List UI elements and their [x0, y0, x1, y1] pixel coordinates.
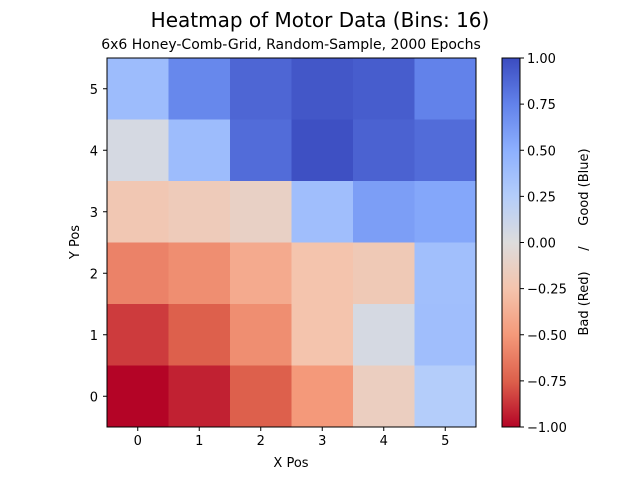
colorbar-tick-label: 0.75	[527, 98, 556, 113]
heatmap-cells	[107, 58, 477, 428]
heatmap-cell	[353, 181, 415, 243]
heatmap-cell	[353, 119, 415, 182]
colorbar-gradient	[501, 57, 521, 428]
y-tick-label: 3	[90, 206, 98, 221]
heatmap-cell	[168, 58, 231, 120]
heatmap-cell	[107, 365, 169, 428]
colorbar-tick-label: 0.50	[527, 144, 556, 159]
heatmap-cell	[414, 181, 477, 243]
heatmap-cell	[230, 181, 292, 243]
x-axis-ticks: 0 1 2 3 4 5	[134, 427, 449, 449]
x-tick-label: 5	[441, 434, 449, 449]
heatmap-cell	[291, 181, 354, 243]
x-tick-label: 4	[380, 434, 388, 449]
heatmap-cell	[291, 304, 354, 366]
y-axis-ticks: 0 1 2 3 4 5	[90, 83, 107, 405]
heatmap-cell	[291, 365, 354, 428]
colorbar-tick-label: 1.00	[527, 52, 556, 67]
heatmap-cell	[291, 242, 354, 305]
heatmap-cell	[107, 119, 169, 182]
x-tick-label: 0	[134, 434, 142, 449]
heatmap-cell	[291, 119, 354, 182]
heatmap-cell	[230, 119, 292, 182]
chart-title: Heatmap of Motor Data (Bins: 16)	[151, 8, 490, 32]
x-tick-label: 3	[318, 434, 326, 449]
heatmap-cell	[353, 304, 415, 366]
heatmap-cell	[291, 58, 354, 120]
heatmap-cell	[168, 365, 231, 428]
heatmap-cell	[414, 365, 477, 428]
colorbar-tick-label: −0.75	[527, 375, 567, 390]
x-tick-label: 2	[257, 434, 265, 449]
heatmap-cell	[168, 242, 231, 305]
heatmap-cell	[230, 58, 292, 120]
heatmap-cell	[414, 242, 477, 305]
heatmap-cell	[107, 304, 169, 366]
heatmap-cell	[168, 181, 231, 243]
heatmap-cell	[414, 119, 477, 182]
heatmap-cell	[353, 242, 415, 305]
heatmap-cell	[230, 365, 292, 428]
colorbar-tick-label: 0.00	[527, 237, 556, 252]
colorbar-tick-label: −0.50	[527, 329, 567, 344]
colorbar-tick-label: 0.25	[527, 190, 556, 205]
heatmap-cell	[414, 58, 477, 120]
heatmap-cell	[230, 242, 292, 305]
chart-subtitle: 6x6 Honey-Comb-Grid, Random-Sample, 2000…	[101, 37, 481, 53]
colorbar: 1.00 0.75 0.50 0.25 0.00 −0.25 −0.50 −0.75 −1.00	[501, 52, 567, 436]
heatmap-cell	[168, 119, 231, 182]
plot-frame	[106, 57, 477, 428]
colorbar-tick-label: −1.00	[527, 421, 567, 436]
y-tick-label: 0	[90, 390, 98, 405]
heatmap-cell	[353, 365, 415, 428]
y-tick-label: 1	[90, 329, 98, 344]
heatmap-cell	[107, 58, 169, 120]
colorbar-label: Bad (Red) / Good (Blue)	[577, 148, 592, 335]
heatmap-cell	[230, 304, 292, 366]
heatmap-cell	[353, 58, 415, 120]
heatmap-cell	[107, 242, 169, 305]
x-tick-label: 1	[195, 434, 203, 449]
y-tick-label: 5	[90, 83, 98, 98]
colorbar-tick-label: −0.25	[527, 283, 567, 298]
y-tick-label: 2	[90, 267, 98, 282]
x-axis-label: X Pos	[273, 456, 308, 471]
y-axis-label: Y Pos	[68, 225, 83, 260]
heatmap-cell	[414, 304, 477, 366]
heatmap-cell	[168, 304, 231, 366]
y-tick-label: 4	[90, 144, 98, 159]
heatmap-cell	[107, 181, 169, 243]
